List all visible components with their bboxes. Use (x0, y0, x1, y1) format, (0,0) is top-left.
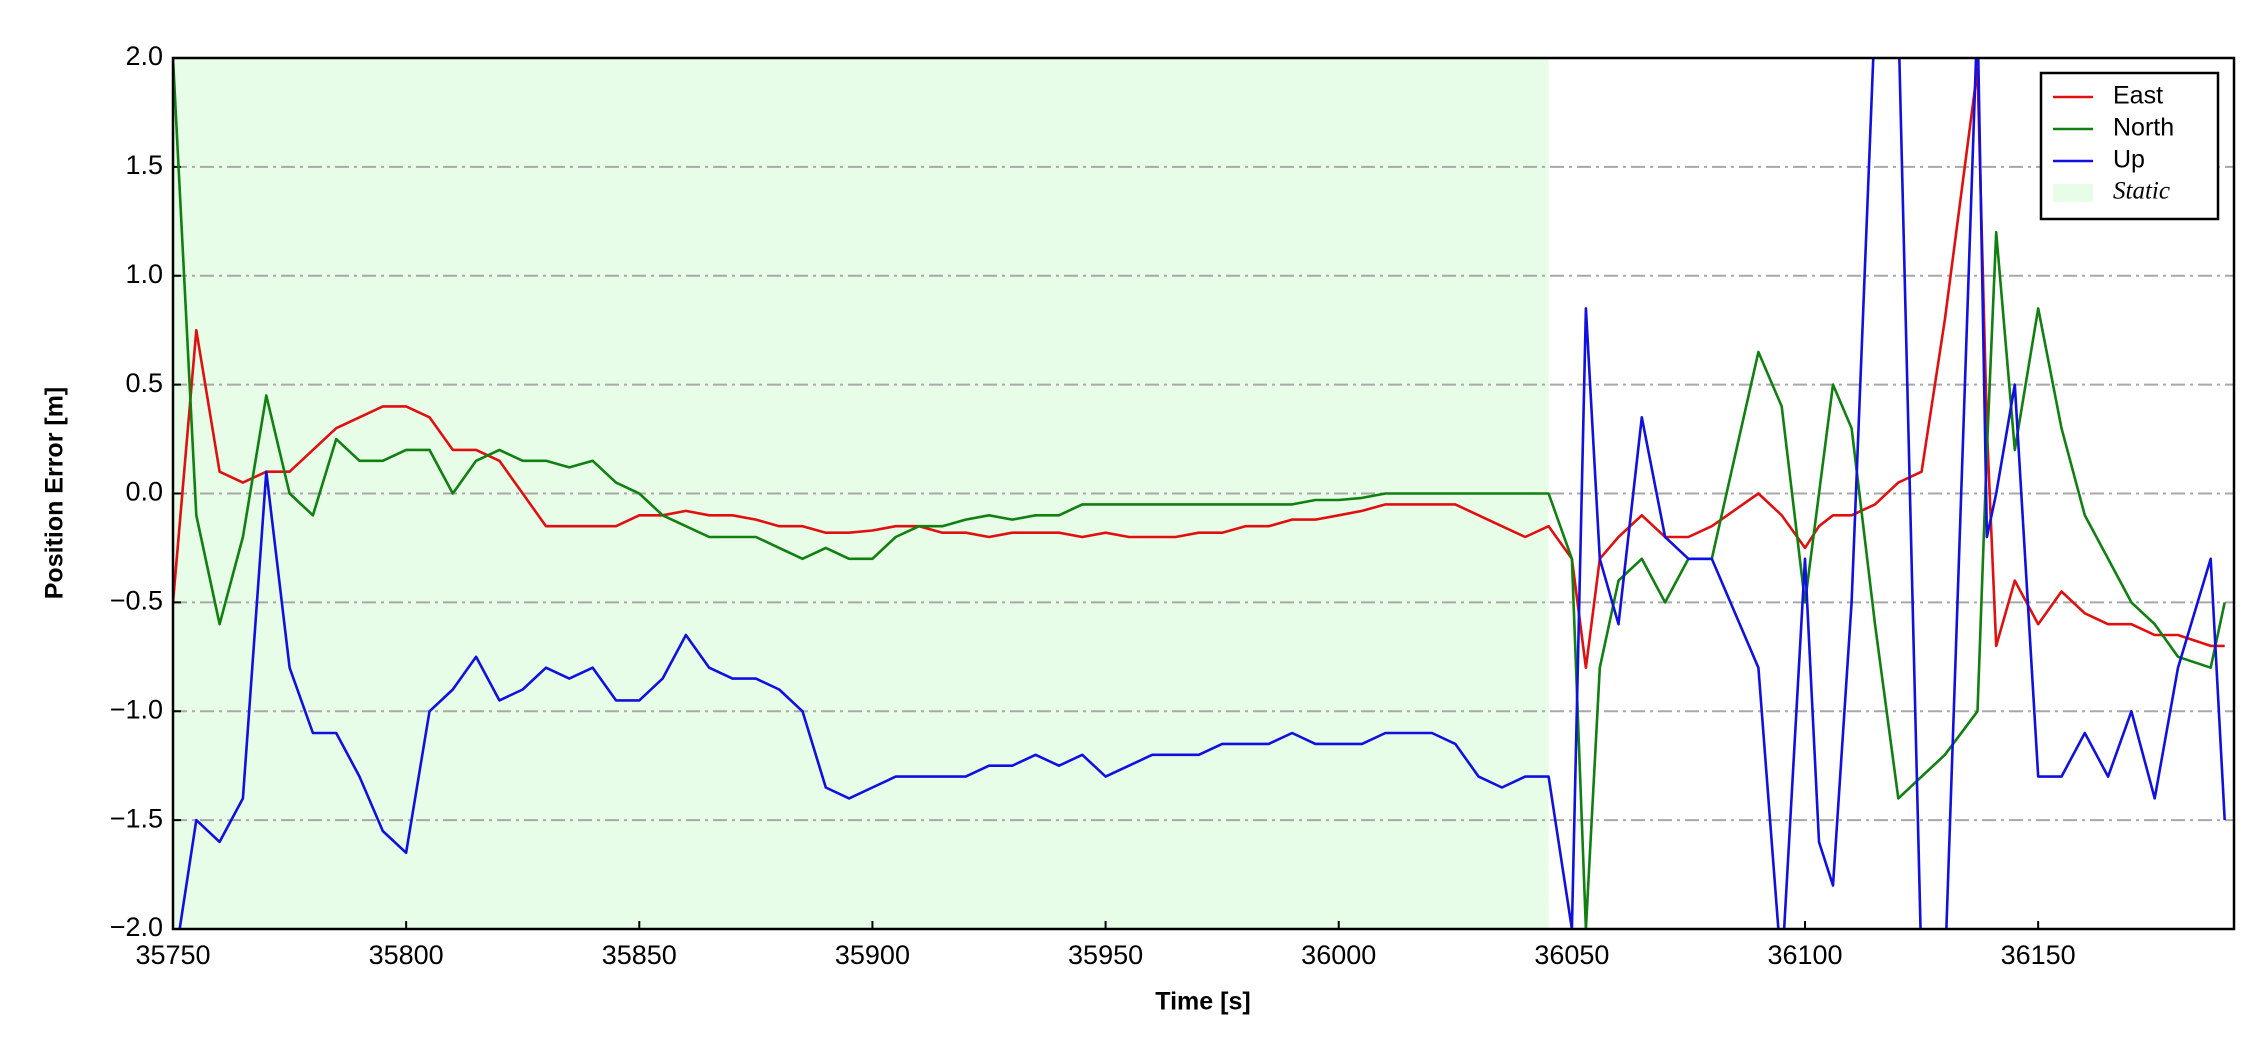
y-tick-label: 0.0 (125, 477, 163, 507)
y-tick-label: −2.0 (110, 912, 163, 942)
y-tick-label: 0.5 (125, 368, 163, 398)
x-tick-label: 36000 (1301, 940, 1376, 970)
legend-swatch (2053, 184, 2093, 202)
y-tick-label: −0.5 (110, 586, 163, 616)
y-tick-label: 1.0 (125, 259, 163, 289)
legend-label: North (2113, 114, 2174, 142)
y-tick-label: 1.5 (125, 150, 163, 180)
series-line (173, 58, 2226, 929)
x-tick-label: 35800 (369, 940, 444, 970)
x-tick-label: 36100 (1767, 940, 1842, 970)
x-axis-title: Time [s] (1155, 988, 1250, 1016)
x-tick-label: 35850 (602, 940, 677, 970)
x-tick-label: 35950 (1068, 940, 1143, 970)
x-tick-label: 36050 (1534, 940, 1609, 970)
series-line (173, 67, 2225, 669)
plot-frame (171, 56, 2236, 931)
series-line (178, 58, 2226, 929)
x-tick-label: 35750 (135, 940, 210, 970)
y-axis-title: Position Error [m] (41, 387, 69, 600)
legend-label: Up (2113, 146, 2145, 174)
x-tick-label: 35900 (835, 940, 910, 970)
legend-label: Static (2113, 178, 2170, 205)
x-tick-label: 36150 (2001, 940, 2076, 970)
legend-label: East (2113, 82, 2163, 110)
y-tick-label: 2.0 (125, 41, 163, 71)
plot-lines (173, 58, 2226, 929)
y-tick-label: −1.5 (110, 803, 163, 833)
y-tick-label: −1.0 (110, 694, 163, 724)
